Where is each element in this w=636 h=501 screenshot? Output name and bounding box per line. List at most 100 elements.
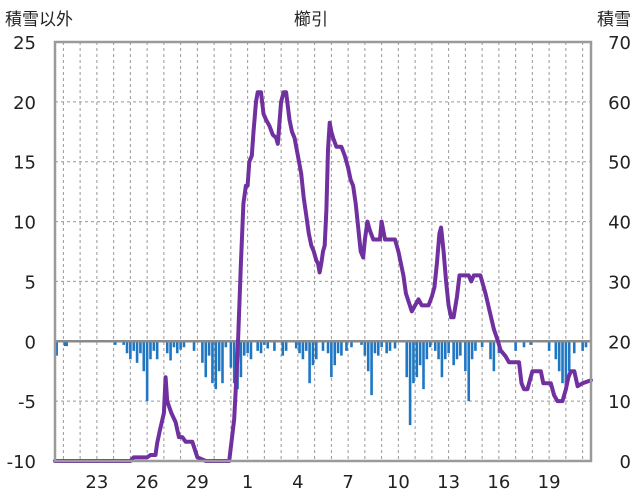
bar-65 (380, 341, 383, 348)
bar-73 (418, 341, 422, 366)
x-tick-label-7: 13 (437, 472, 460, 493)
bar-42 (281, 341, 285, 356)
bar-38 (259, 341, 263, 354)
bar-29 (224, 341, 228, 348)
right-tick-label-1: 10 (608, 392, 631, 413)
right-tick-label-6: 60 (608, 93, 631, 114)
bar-4 (122, 341, 125, 345)
bar-74 (422, 341, 425, 390)
bar-34 (242, 341, 246, 356)
x-tick-label-9: 19 (538, 472, 561, 493)
bar-43 (284, 341, 288, 351)
bar-84 (459, 341, 462, 356)
left-tick-label-5: 15 (13, 153, 36, 174)
right-tick-label-5: 50 (608, 153, 631, 174)
right-tick-label-7: 70 (608, 33, 631, 54)
bar-76 (428, 341, 432, 348)
bar-series (55, 341, 588, 426)
bar-51 (321, 341, 325, 351)
bar-45 (298, 341, 301, 354)
bar-20 (182, 341, 186, 348)
bar-37 (256, 341, 259, 351)
bar-19 (179, 341, 182, 350)
right-tick-label-3: 30 (608, 272, 631, 293)
x-tick-label-0: 23 (85, 472, 108, 493)
bar-12 (149, 341, 152, 360)
bar-17 (172, 341, 176, 348)
bar-101 (567, 341, 571, 372)
bar-18 (175, 341, 179, 354)
x-axis-ticks: 23 26 29 1 4 7 10 13 16 19 (85, 472, 560, 493)
bar-39 (263, 341, 266, 345)
bar-96 (547, 341, 551, 351)
right-tick-label-2: 20 (608, 332, 631, 353)
left-axis-ticks: -10 -5 0 5 10 15 20 25 (7, 33, 36, 473)
bar-25 (211, 341, 214, 384)
bar-86 (467, 341, 471, 402)
left-tick-label-3: 5 (25, 272, 36, 293)
x-tick-label-3: 1 (242, 472, 253, 493)
bar-67 (388, 341, 392, 351)
left-axis-label: 積雪以外 (5, 10, 73, 30)
x-tick-label-4: 4 (292, 472, 303, 493)
bar-53 (330, 341, 333, 378)
plot-frame (53, 40, 593, 463)
bar-7 (132, 341, 136, 351)
bar-57 (345, 341, 348, 351)
left-tick-label-6: 20 (13, 93, 36, 114)
bar-61 (366, 341, 370, 372)
bar-22 (201, 341, 204, 363)
bar-46 (301, 341, 305, 360)
bar-56 (340, 341, 343, 356)
bar-99 (561, 341, 564, 384)
bar-27 (217, 341, 221, 372)
bar-63 (373, 341, 377, 354)
right-axis-label: 積雪 (597, 10, 631, 30)
bar-66 (385, 341, 388, 354)
bar-13 (152, 341, 156, 351)
bar-83 (455, 341, 459, 360)
bar-11 (145, 341, 149, 402)
bar-6 (129, 341, 132, 360)
bar-58 (350, 341, 353, 348)
left-tick-label-1: -5 (18, 392, 36, 413)
bar-85 (464, 341, 467, 372)
right-axis-ticks: 0 10 20 30 40 50 60 70 (608, 33, 631, 473)
bar-5 (125, 341, 129, 354)
bar-71 (412, 341, 415, 384)
x-tick-label-6: 10 (387, 472, 410, 493)
bar-3 (114, 341, 117, 345)
bar-50 (315, 341, 318, 360)
bar-40 (266, 341, 270, 349)
bar-60 (363, 341, 367, 356)
bar-44 (294, 341, 298, 349)
bar-87 (470, 341, 474, 360)
bar-93 (514, 341, 517, 351)
bar-47 (304, 341, 308, 351)
bar-80 (443, 341, 447, 360)
x-tick-label-1: 26 (136, 472, 159, 493)
bar-62 (370, 341, 373, 396)
bar-52 (326, 341, 330, 354)
snow-depth-line (53, 90, 593, 463)
bar-70 (408, 341, 412, 426)
bar-90 (489, 341, 492, 360)
bar-69 (405, 341, 409, 378)
bar-8 (135, 341, 139, 363)
bar-78 (437, 341, 440, 360)
bar-75 (425, 341, 429, 360)
right-tick-label-0: 0 (620, 452, 631, 473)
bar-55 (336, 341, 340, 354)
bar-33 (239, 341, 243, 378)
bar-21 (192, 341, 196, 351)
bar-104 (584, 341, 588, 348)
bar-28 (221, 341, 224, 384)
bar-35 (246, 341, 249, 354)
bar-88 (474, 341, 477, 351)
bar-89 (480, 341, 484, 348)
bar-81 (447, 341, 450, 354)
snow-depth-series (53, 90, 593, 463)
bar-98 (557, 341, 561, 372)
bar-72 (415, 341, 419, 378)
